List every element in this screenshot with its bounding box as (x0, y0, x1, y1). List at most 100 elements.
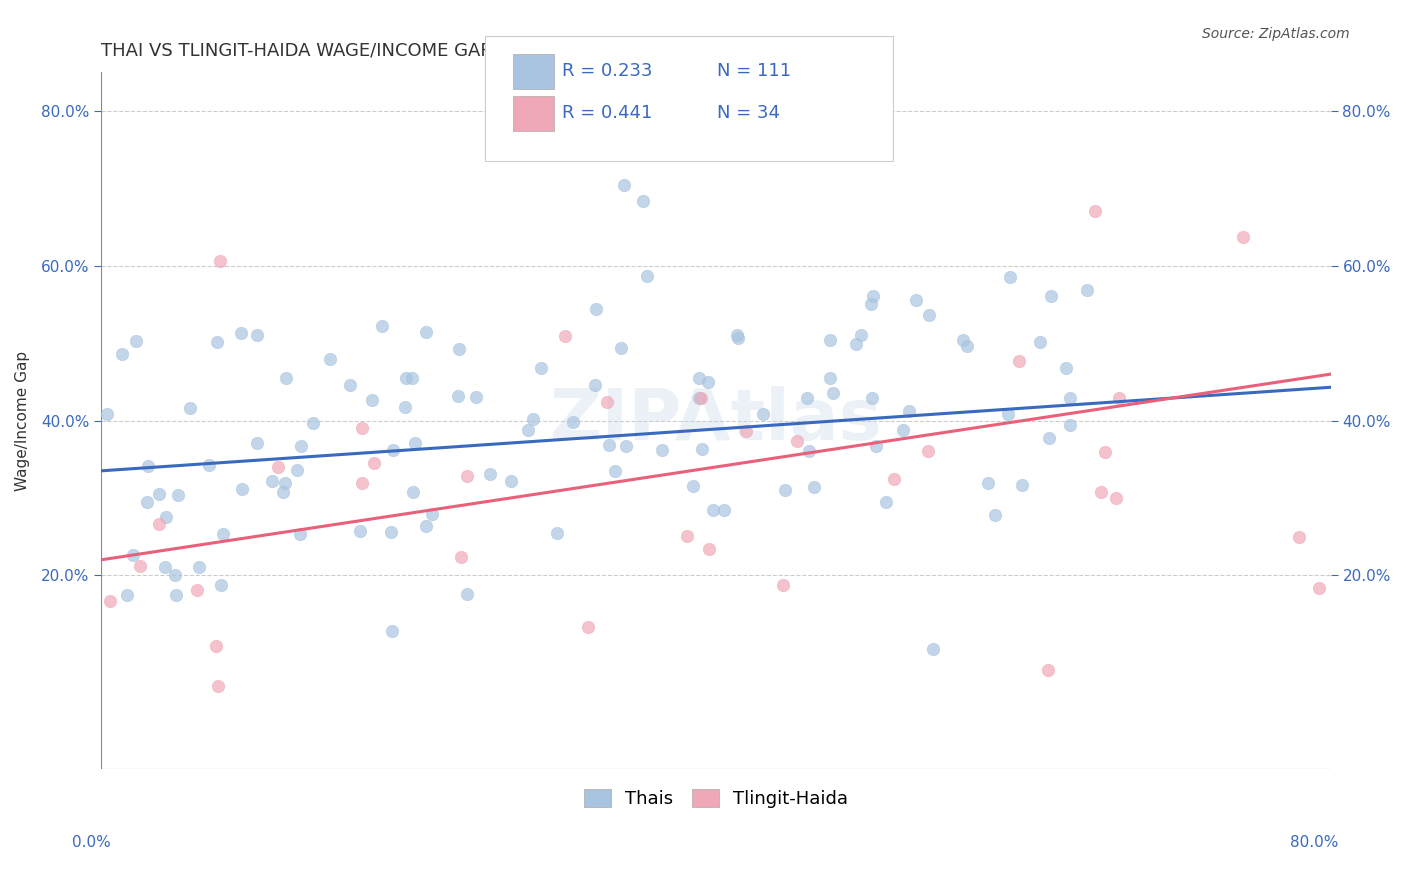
Point (690, 391, 713, 405)
Point (371, 319, 394, 334)
Point (688, 370, 710, 384)
Point (450, 549, 472, 564)
Point (121, 548, 143, 562)
Point (125, 334, 148, 348)
Point (952, 333, 974, 347)
Point (955, 338, 977, 352)
Point (135, 495, 157, 509)
Point (165, 567, 187, 582)
Point (517, 423, 540, 437)
Text: ZIPAtlas: ZIPAtlas (550, 386, 883, 455)
Point (651, 443, 673, 458)
Point (984, 508, 1007, 522)
Point (904, 293, 927, 308)
Point (1039, 288, 1062, 302)
Point (727, 331, 749, 345)
Point (883, 472, 905, 486)
Point (98, 594, 121, 608)
Point (209, 578, 232, 592)
Point (583, 378, 606, 392)
Point (860, 391, 883, 405)
Point (1094, 444, 1116, 458)
Point (1108, 391, 1130, 405)
Point (697, 541, 720, 556)
Y-axis label: Wage/Income Gap: Wage/Income Gap (15, 351, 30, 491)
Point (1054, 361, 1077, 376)
Point (1008, 354, 1031, 368)
Point (111, 346, 134, 360)
Point (851, 327, 873, 342)
Point (676, 529, 699, 543)
Text: THAI VS TLINGIT-HAIDA WAGE/INCOME GAP CORRELATION CHART: THAI VS TLINGIT-HAIDA WAGE/INCOME GAP CO… (101, 42, 692, 60)
Point (394, 400, 416, 414)
Text: N = 111: N = 111 (717, 62, 792, 80)
Point (596, 395, 619, 409)
Point (165, 588, 187, 602)
Point (302, 417, 325, 431)
Point (803, 480, 825, 494)
Point (402, 484, 425, 499)
Point (349, 524, 371, 538)
Point (186, 582, 208, 597)
Point (167, 488, 190, 502)
Text: 80.0%: 80.0% (1291, 836, 1339, 850)
Legend: Thais, Tlingit-Haida: Thais, Tlingit-Haida (576, 781, 855, 815)
Point (382, 443, 405, 458)
Point (361, 392, 384, 407)
Point (136, 459, 159, 474)
Point (918, 308, 941, 322)
Point (420, 507, 443, 521)
Point (395, 371, 418, 385)
Point (449, 342, 471, 356)
Point (1036, 663, 1059, 677)
Point (998, 270, 1021, 285)
Point (682, 479, 704, 493)
Point (212, 526, 235, 541)
Point (478, 467, 501, 481)
Point (773, 483, 796, 497)
Point (786, 434, 808, 448)
Point (530, 360, 553, 375)
Point (875, 495, 897, 509)
Point (546, 526, 568, 541)
Point (401, 370, 423, 384)
Point (380, 525, 402, 540)
Point (598, 438, 620, 452)
Point (352, 475, 374, 490)
Point (821, 386, 844, 401)
Point (697, 376, 720, 390)
Point (260, 474, 283, 488)
Point (1090, 484, 1112, 499)
Point (1038, 431, 1060, 445)
Point (797, 444, 820, 458)
Point (285, 463, 308, 477)
Point (725, 328, 748, 343)
Point (1084, 203, 1107, 218)
Point (796, 391, 818, 405)
Point (752, 408, 775, 422)
Point (860, 297, 883, 311)
Point (188, 559, 211, 574)
Point (603, 464, 626, 478)
Point (921, 641, 943, 656)
Point (231, 482, 253, 496)
Point (456, 587, 478, 601)
Point (246, 435, 269, 450)
Text: R = 0.441: R = 0.441 (562, 104, 652, 122)
Point (845, 337, 868, 351)
Point (363, 456, 385, 470)
Point (702, 503, 724, 517)
Point (1076, 283, 1098, 297)
Point (735, 424, 758, 438)
Point (339, 378, 361, 392)
Point (381, 624, 404, 639)
Point (585, 301, 607, 316)
Point (404, 436, 426, 450)
Point (288, 526, 311, 541)
Point (576, 620, 599, 634)
Point (209, 254, 232, 268)
Point (153, 560, 176, 574)
Point (501, 474, 523, 488)
Point (129, 559, 152, 574)
Point (1288, 530, 1310, 544)
